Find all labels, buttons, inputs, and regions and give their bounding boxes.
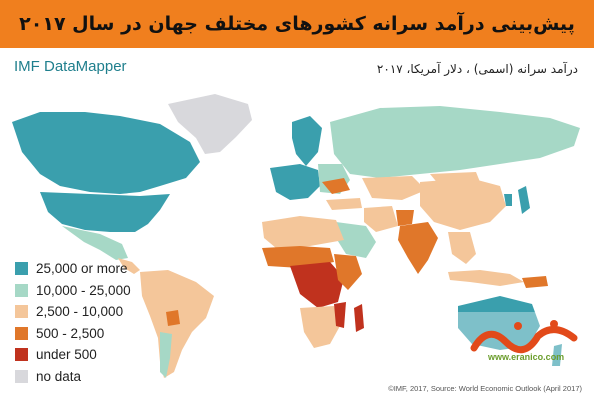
korea: [504, 194, 512, 206]
legend-item: no data: [15, 366, 131, 388]
legend-swatch: [15, 283, 28, 297]
legend-swatch: [15, 369, 28, 383]
new-zealand: [552, 344, 562, 366]
source-footer: ©IMF, 2017, Source: World Economic Outlo…: [388, 384, 582, 393]
iran: [364, 206, 398, 232]
kazakhstan: [362, 176, 426, 200]
chile-argentina: [160, 332, 172, 378]
legend-swatch: [15, 348, 28, 362]
legend-label: 500 - 2,500: [36, 325, 105, 341]
watermark-url: www.eranico.com: [488, 352, 565, 362]
afghanistan: [396, 210, 414, 226]
canada: [12, 112, 200, 194]
mozambique: [334, 302, 346, 328]
legend-label: 25,000 or more: [36, 261, 128, 277]
page-title: پیش‌بینی درآمد سرانه کشورهای مختلف جهان …: [19, 13, 575, 35]
legend-swatch: [15, 262, 28, 276]
legend-label: no data: [36, 368, 82, 384]
china: [420, 178, 506, 230]
india: [398, 222, 438, 274]
legend-item: under 500: [15, 344, 131, 366]
legend-swatch: [15, 326, 28, 340]
russia: [330, 106, 580, 178]
turkey: [326, 198, 362, 210]
north-africa: [262, 216, 344, 248]
world-map: [12, 94, 580, 378]
legend-label: 2,500 - 10,000: [36, 304, 124, 320]
japan: [518, 186, 530, 214]
indonesia: [448, 270, 524, 286]
legend-swatch: [15, 305, 28, 319]
scandinavia: [292, 116, 322, 166]
saudi-arabia: [336, 222, 376, 258]
papua: [522, 276, 548, 288]
ukraine: [322, 178, 350, 194]
legend-item: 500 - 2,500: [15, 323, 131, 345]
sahel: [262, 246, 334, 268]
central-africa: [290, 262, 344, 308]
map-legend: 25,000 or more 10,000 - 25,000 2,500 - 1…: [15, 258, 131, 387]
map-subtitle: درآمد سرانه (اسمی) ، دلار آمریکا، ۲۰۱۷: [376, 62, 578, 76]
legend-item: 10,000 - 25,000: [15, 280, 131, 302]
legend-item: 25,000 or more: [15, 258, 131, 280]
legend-label: under 500: [36, 347, 97, 363]
usa: [40, 192, 170, 232]
mongolia: [430, 172, 480, 186]
southern-africa: [300, 306, 340, 348]
title-bar: پیش‌بینی درآمد سرانه کشورهای مختلف جهان …: [0, 0, 594, 48]
western-europe: [270, 164, 320, 200]
southeast-asia: [448, 232, 476, 264]
greenland: [168, 94, 252, 154]
east-africa: [334, 254, 362, 290]
watermark-logo: [454, 312, 594, 366]
mexico: [62, 226, 128, 260]
bolivia: [166, 310, 180, 326]
legend-item: 2,500 - 10,000: [15, 301, 131, 323]
central-america: [118, 258, 140, 274]
brand-label: IMF DataMapper: [14, 58, 127, 75]
madagascar: [354, 304, 364, 332]
legend-label: 10,000 - 25,000: [36, 282, 131, 298]
